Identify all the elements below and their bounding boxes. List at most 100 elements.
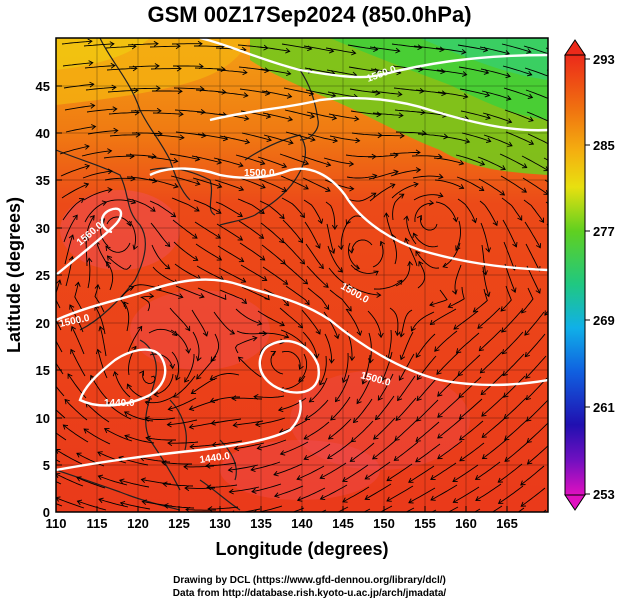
streamline	[459, 420, 484, 441]
streamline	[481, 395, 505, 417]
colorbar-tick-label: 285	[593, 138, 615, 153]
streamline	[502, 353, 525, 376]
streamline-arrow	[78, 198, 85, 204]
streamline	[215, 47, 246, 51]
streamline	[284, 109, 315, 118]
streamline-arrow	[485, 247, 492, 253]
streamline	[526, 265, 541, 294]
streamline	[114, 371, 131, 398]
streamline	[328, 113, 359, 120]
streamline	[395, 261, 411, 287]
streamline-arrow	[457, 370, 463, 377]
streamline	[127, 198, 156, 212]
streamline-arrow	[429, 301, 435, 307]
streamline	[173, 375, 196, 398]
streamline	[99, 326, 107, 357]
streamline-arrow	[88, 60, 94, 66]
streamline-arrow	[374, 414, 381, 421]
streamline-arrow	[256, 444, 262, 451]
streamline	[504, 263, 516, 293]
streamline-arrow	[200, 109, 206, 115]
streamline	[63, 424, 89, 443]
streamline	[453, 310, 479, 330]
streamline	[127, 43, 159, 46]
streamline	[212, 440, 243, 446]
streamline	[61, 183, 89, 199]
streamline	[128, 220, 136, 250]
streamline	[303, 443, 331, 460]
streamline-arrow	[394, 435, 400, 441]
streamline	[60, 165, 90, 177]
streamline-arrow	[176, 65, 182, 72]
streamline-arrow	[415, 250, 421, 257]
streamline	[84, 65, 115, 69]
streamline-arrow	[505, 72, 511, 79]
streamline-arrow	[260, 159, 266, 166]
streamline	[211, 418, 242, 424]
streamline	[85, 86, 116, 91]
streamline-arrow	[144, 416, 150, 422]
streamline	[126, 176, 157, 182]
streamline-arrow	[492, 220, 498, 227]
streamline	[434, 179, 464, 189]
streamline	[259, 332, 289, 338]
streamline-arrow	[238, 257, 245, 263]
streamline	[303, 199, 323, 224]
streamline-arrow	[264, 294, 270, 301]
streamline-arrow	[296, 475, 302, 481]
x-tick-label: 110	[46, 516, 67, 531]
streamline-arrow	[279, 213, 285, 220]
streamline	[399, 353, 415, 381]
streamline	[411, 311, 435, 332]
streamline-arrow	[238, 162, 244, 168]
streamline	[262, 266, 288, 285]
streamline	[375, 395, 395, 420]
streamline	[547, 246, 548, 247]
streamline	[307, 133, 338, 142]
streamline	[218, 113, 249, 120]
streamline	[381, 351, 393, 381]
streamline-arrow	[162, 481, 168, 488]
streamline-arrow	[543, 189, 548, 195]
y-tick-label: 30	[36, 221, 50, 236]
streamline-arrow	[439, 46, 445, 53]
streamline-arrow	[386, 496, 392, 502]
streamline-arrow	[502, 370, 508, 377]
streamline-arrow	[72, 214, 78, 220]
streamline-arrow	[550, 143, 555, 147]
streamline	[210, 373, 240, 380]
colorbar-tick-label: 277	[593, 224, 615, 239]
streamline-arrow	[504, 456, 510, 462]
streamline-arrow	[34, 470, 39, 474]
streamline	[328, 418, 352, 440]
streamline-arrow	[297, 323, 304, 329]
streamline-arrow	[216, 208, 222, 214]
streamline	[236, 330, 267, 335]
streamline-arrow	[90, 102, 96, 109]
streamline-arrow	[528, 116, 534, 122]
streamline	[525, 355, 547, 379]
streamline-arrow	[89, 215, 95, 221]
streamline	[502, 219, 517, 247]
streamline	[386, 463, 413, 482]
streamline-arrow	[238, 185, 245, 192]
streamline-arrow	[196, 356, 202, 362]
streamline	[477, 156, 506, 170]
streamline	[193, 199, 222, 214]
x-axis: 110 115 120 125 130 135 140 145 150 155 …	[46, 506, 518, 531]
streamline	[141, 478, 172, 485]
streamline	[475, 483, 502, 501]
streamline	[238, 356, 262, 378]
streamline-arrow	[153, 40, 159, 47]
streamline-arrow	[355, 137, 361, 144]
streamline-arrow	[442, 262, 448, 269]
streamline	[389, 307, 399, 336]
streamline	[457, 198, 477, 223]
streamline-arrow	[35, 494, 40, 499]
streamline-arrow	[282, 279, 289, 285]
streamline-arrow	[328, 358, 335, 364]
streamline	[347, 44, 378, 51]
streamline-arrow	[166, 421, 172, 428]
streamline-arrow	[106, 260, 112, 267]
streamline	[83, 43, 114, 47]
